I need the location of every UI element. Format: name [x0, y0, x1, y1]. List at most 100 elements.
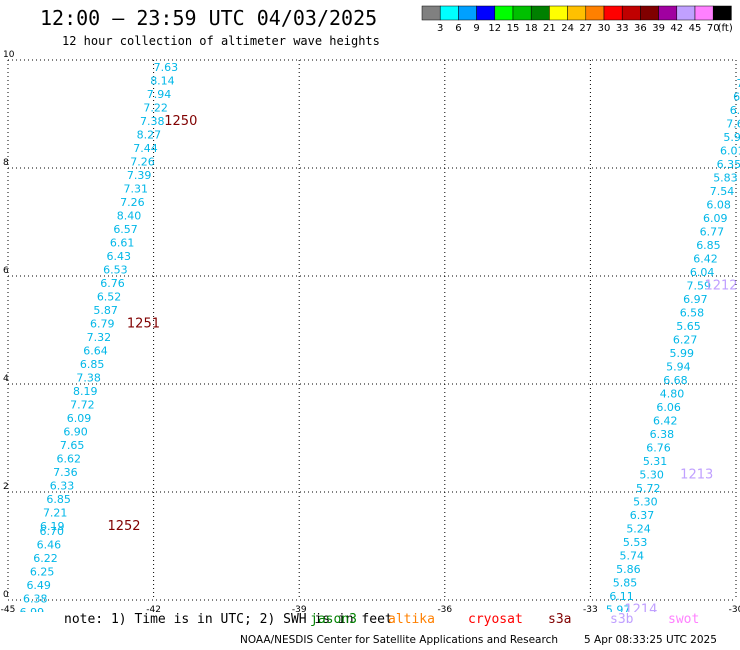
wave-height-value: 6.85	[46, 493, 71, 506]
colorbar-tick-label: 6	[455, 23, 461, 34]
wave-height-value: 5.94	[666, 361, 691, 374]
wave-height-value: 5.31	[643, 455, 668, 468]
wave-height-value: 7.21	[43, 506, 68, 519]
wave-height-value: 6.42	[653, 415, 678, 428]
wave-height-value: 6.99	[20, 606, 45, 612]
colorbar-unit-label: (ft)	[718, 23, 733, 34]
y-tick-label: 8	[3, 158, 9, 168]
wave-height-value: 8.40	[117, 209, 141, 222]
satellite-legend-s3a: s3a	[548, 612, 572, 627]
wave-height-value: 7.65	[60, 439, 84, 452]
wave-height-value: 6.70	[40, 525, 64, 538]
note-text: note: 1) Time is in UTC; 2) SWH is in fe…	[64, 612, 393, 627]
wave-height-value: 6.42	[693, 253, 718, 266]
wave-height-value: 4.80	[660, 388, 685, 401]
wave-height-value: 5.74	[620, 550, 645, 563]
wave-height-value: 6.01	[720, 145, 740, 158]
wave-height-value: 6.09	[703, 212, 728, 225]
wave-height-value: 5.83	[713, 172, 738, 185]
wave-height-value: 6.43	[107, 250, 132, 263]
wave-height-value: 5.85	[613, 577, 638, 590]
wave-height-value: 8.19	[73, 385, 98, 398]
colorbar-tick-label: 12	[488, 23, 501, 34]
wave-height-value: 6.25	[30, 566, 55, 579]
colorbar-tick-label: 3	[437, 23, 443, 34]
wave-height-value: 7.65	[726, 118, 740, 131]
wave-height-value: 6.85	[696, 239, 721, 252]
wave-height-value: 5.24	[626, 523, 651, 536]
pass-number-label: 1212	[704, 279, 737, 294]
page-subtitle: 12 hour collection of altimeter wave hei…	[62, 34, 380, 48]
wave-height-value: 6.76	[646, 442, 671, 455]
wave-height-value: 6.77	[700, 226, 725, 239]
satellite-legend-swot: swot	[668, 612, 700, 627]
wave-height-colorbar: 3 6 9 12 15 18 21 24 27 30 33 36 39 42 45 70(ft)	[421, 5, 733, 34]
x-tick-label: -36	[437, 605, 452, 612]
wave-height-value: 5.30	[633, 496, 658, 509]
wave-height-value: 6.64	[83, 344, 108, 357]
wave-height-value: 6.85	[80, 358, 105, 371]
wave-height-value: 6.53	[103, 263, 128, 276]
wave-height-value: 7.39	[127, 169, 152, 182]
wave-height-value: 6.08	[706, 199, 731, 212]
colorbar-tick-label: 15	[507, 23, 520, 34]
wave-height-value: 7.38	[76, 371, 101, 384]
wave-height-value: 6.38	[23, 593, 48, 606]
wave-height-value: 7.44	[133, 142, 158, 155]
altimeter-map: -45-42-39-36-33-3002468107.638.147.947.2…	[1, 50, 740, 613]
wave-height-value: 6.12	[733, 91, 740, 104]
colorbar-tick-label: 33	[616, 23, 629, 34]
colorbar-tick-label: 39	[652, 23, 665, 34]
wave-height-value: 6.58	[680, 307, 705, 320]
colorbar-swatch	[712, 5, 732, 21]
wave-height-value: 6.62	[57, 452, 82, 465]
satellite-legend-s3b: s3b	[610, 612, 634, 627]
x-tick-label: -33	[583, 605, 598, 612]
wave-height-value: 6.27	[673, 334, 698, 347]
wave-height-value: 7.26	[120, 196, 145, 209]
wave-height-value: 8.14	[150, 74, 175, 87]
y-tick-label: 2	[3, 482, 9, 492]
wave-height-value: 6.46	[37, 539, 62, 552]
wave-height-value: 6.76	[100, 277, 125, 290]
wave-height-value: 5.97	[606, 604, 631, 613]
wave-height-value: 5.53	[623, 536, 648, 549]
wave-height-value: 5.99	[670, 347, 695, 360]
wave-height-value: 7.38	[140, 115, 165, 128]
wave-height-value: 7.32	[87, 331, 112, 344]
colorbar-tick-label: 30	[598, 23, 611, 34]
colorbar-tick-label: 21	[543, 23, 556, 34]
wave-height-value: 5.30	[639, 469, 664, 482]
wave-height-value: 7.94	[147, 88, 172, 101]
y-tick-label: 4	[3, 374, 9, 384]
wave-height-value: 6.11	[609, 590, 634, 603]
wave-height-value: 6.57	[113, 223, 138, 236]
colorbar-tick-label: 27	[579, 23, 592, 34]
wave-height-value: 6.49	[26, 579, 50, 592]
colorbar-tick-label: 18	[525, 23, 538, 34]
wave-height-value: 6.90	[63, 425, 88, 438]
satellite-legend-cryosat: cryosat	[468, 612, 523, 627]
wave-height-value: 6.37	[630, 509, 655, 522]
colorbar-tick-label: 24	[561, 23, 574, 34]
footer-timestamp: 5 Apr 08:33:25 UTC 2025	[584, 634, 717, 646]
colorbar-tick-label: 42	[670, 23, 683, 34]
wave-height-value: 6.52	[97, 290, 122, 303]
pass-number-label: 1251	[127, 316, 160, 331]
wave-height-value: 6.80	[730, 104, 740, 117]
footer-credit: NOAA/NESDIS Center for Satellite Applica…	[240, 634, 558, 646]
colorbar-tick-label: 9	[473, 23, 479, 34]
page-title: 12:00 — 23:59 UTC 04/03/2025	[40, 6, 378, 30]
wave-height-value: 6.61	[110, 236, 135, 249]
x-tick-label: -39	[292, 605, 307, 612]
wave-height-value: 7.36	[53, 466, 78, 479]
wave-height-value: 7.26	[130, 155, 155, 168]
wave-height-value: 6.97	[683, 293, 708, 306]
colorbar-tick-label: 45	[689, 23, 702, 34]
pass-number-label: 1213	[680, 468, 713, 483]
x-tick-label: -42	[146, 605, 161, 612]
wave-height-value: 6.19	[40, 520, 64, 533]
wave-height-value: 6.79	[90, 317, 115, 330]
wave-height-value: 7.31	[124, 182, 149, 195]
y-tick-label: 0	[3, 590, 9, 600]
